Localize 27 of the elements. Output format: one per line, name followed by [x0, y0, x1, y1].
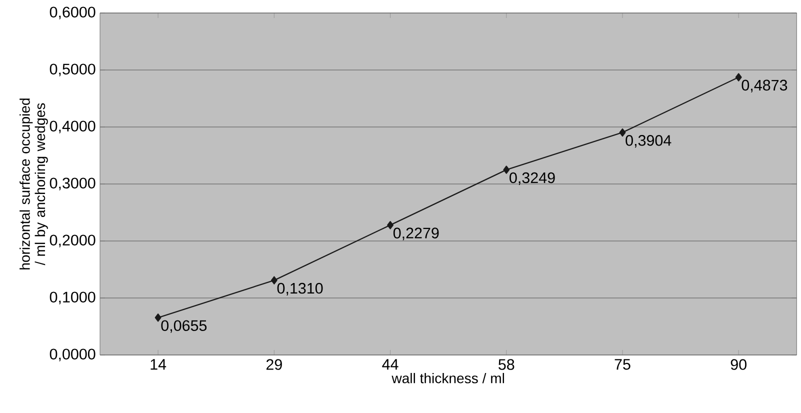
y-tick-label: 0,4000 [50, 120, 96, 134]
y-tick-label: 0,2000 [50, 234, 96, 248]
x-tick-label: 14 [150, 359, 166, 370]
data-label: 0,4873 [742, 80, 788, 92]
point [270, 276, 278, 284]
point [503, 166, 510, 174]
data-label: 0,2279 [393, 228, 439, 240]
y-axis-title: horizontal surface occupied / ml by anchoring wedges [20, 98, 48, 270]
y-tick-label: 0,0000 [50, 348, 96, 362]
point [387, 220, 394, 230]
x-tick-label: 58 [498, 359, 514, 370]
point [735, 73, 742, 82]
data-label: 0,0655 [161, 320, 207, 333]
y-tick-label: 0,5000 [50, 64, 96, 76]
y-tick-label: 0,3000 [50, 178, 96, 190]
x-tick-label: 44 [382, 359, 398, 370]
y-tick-label: 0,1000 [50, 292, 96, 304]
x-tick-label: 75 [614, 359, 630, 370]
x-tick-label: 29 [266, 359, 282, 370]
y-tick-label: 0,6000 [50, 6, 96, 20]
x-axis-title: wall thickness / ml [392, 372, 504, 384]
data-label: 0,3249 [510, 172, 555, 185]
x-tick-label: 90 [730, 359, 746, 370]
point [154, 314, 162, 322]
data-label: 0,3904 [626, 135, 672, 148]
data-label: 0,1310 [277, 282, 323, 296]
point [619, 128, 626, 137]
